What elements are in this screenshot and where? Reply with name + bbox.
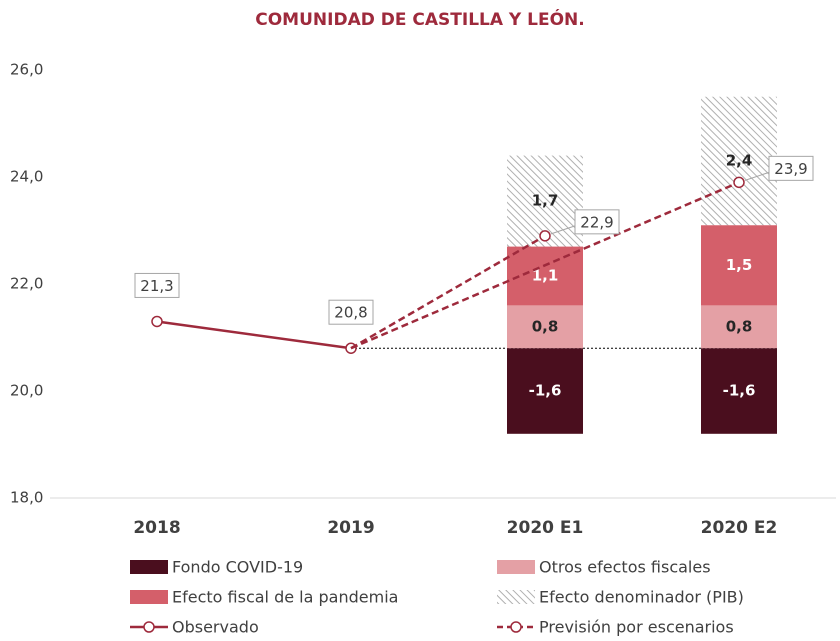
forecast-line (350, 234, 546, 350)
x-tick-label: 2018 (133, 518, 180, 538)
y-tick-label: 18,0 (10, 489, 43, 507)
legend-label: Fondo COVID-19 (172, 558, 303, 577)
data-label-box (574, 209, 620, 235)
point (733, 176, 745, 189)
bar-label: -1,6 (529, 382, 562, 400)
bar-label: 1,5 (726, 256, 753, 274)
legend-label: Efecto denominador (PIB) (539, 588, 744, 607)
legend-swatch (497, 590, 535, 604)
legend-swatch (130, 560, 168, 574)
y-tick-label: 20,0 (10, 382, 43, 400)
y-tick-label: 22,0 (10, 275, 43, 293)
data-label-box (328, 299, 374, 325)
legend-swatch (497, 560, 535, 574)
point (151, 315, 163, 328)
data-label: 21,3 (140, 277, 173, 295)
data-label: 22,9 (580, 213, 613, 231)
x-tick-label: 2020 E2 (701, 518, 778, 538)
bar-label: -1,6 (723, 382, 756, 400)
data-label: 23,9 (774, 160, 807, 178)
legend-point (510, 621, 522, 633)
chart-title: COMUNIDAD DE CASTILLA Y LEÓN. (255, 8, 585, 30)
x-tick-label: 2020 E1 (507, 518, 584, 538)
legend-label: Previsión por escenarios (539, 618, 734, 637)
bar (507, 305, 583, 349)
bar (507, 348, 583, 434)
data-label-box (134, 272, 180, 298)
legend-point (143, 621, 155, 633)
y-tick-label: 24,0 (10, 168, 43, 186)
bar-label: 2,4 (726, 151, 753, 169)
bar-label: 1,7 (532, 192, 559, 210)
point (539, 230, 551, 242)
legend-label: Observado (172, 618, 259, 637)
bar (701, 305, 777, 349)
x-tick-label: 2019 (327, 518, 374, 538)
bar-label: 0,8 (532, 317, 559, 335)
leader-line (744, 171, 770, 181)
line (156, 320, 352, 350)
data-label: 20,8 (334, 304, 367, 322)
data-label-box (768, 155, 814, 181)
bar (701, 225, 777, 306)
y-tick-label: 26,0 (10, 61, 43, 79)
bar-label: 0,8 (726, 317, 753, 335)
forecast-line (350, 181, 740, 350)
bar (507, 246, 583, 306)
legend-label: Efecto fiscal de la pandemia (172, 588, 398, 607)
legend-swatch (130, 590, 168, 604)
bar-label: 1,1 (532, 266, 559, 284)
leader-line (550, 225, 576, 235)
legend-label: Otros efectos fiscales (539, 558, 711, 577)
bar (701, 96, 777, 226)
bar (701, 348, 777, 434)
